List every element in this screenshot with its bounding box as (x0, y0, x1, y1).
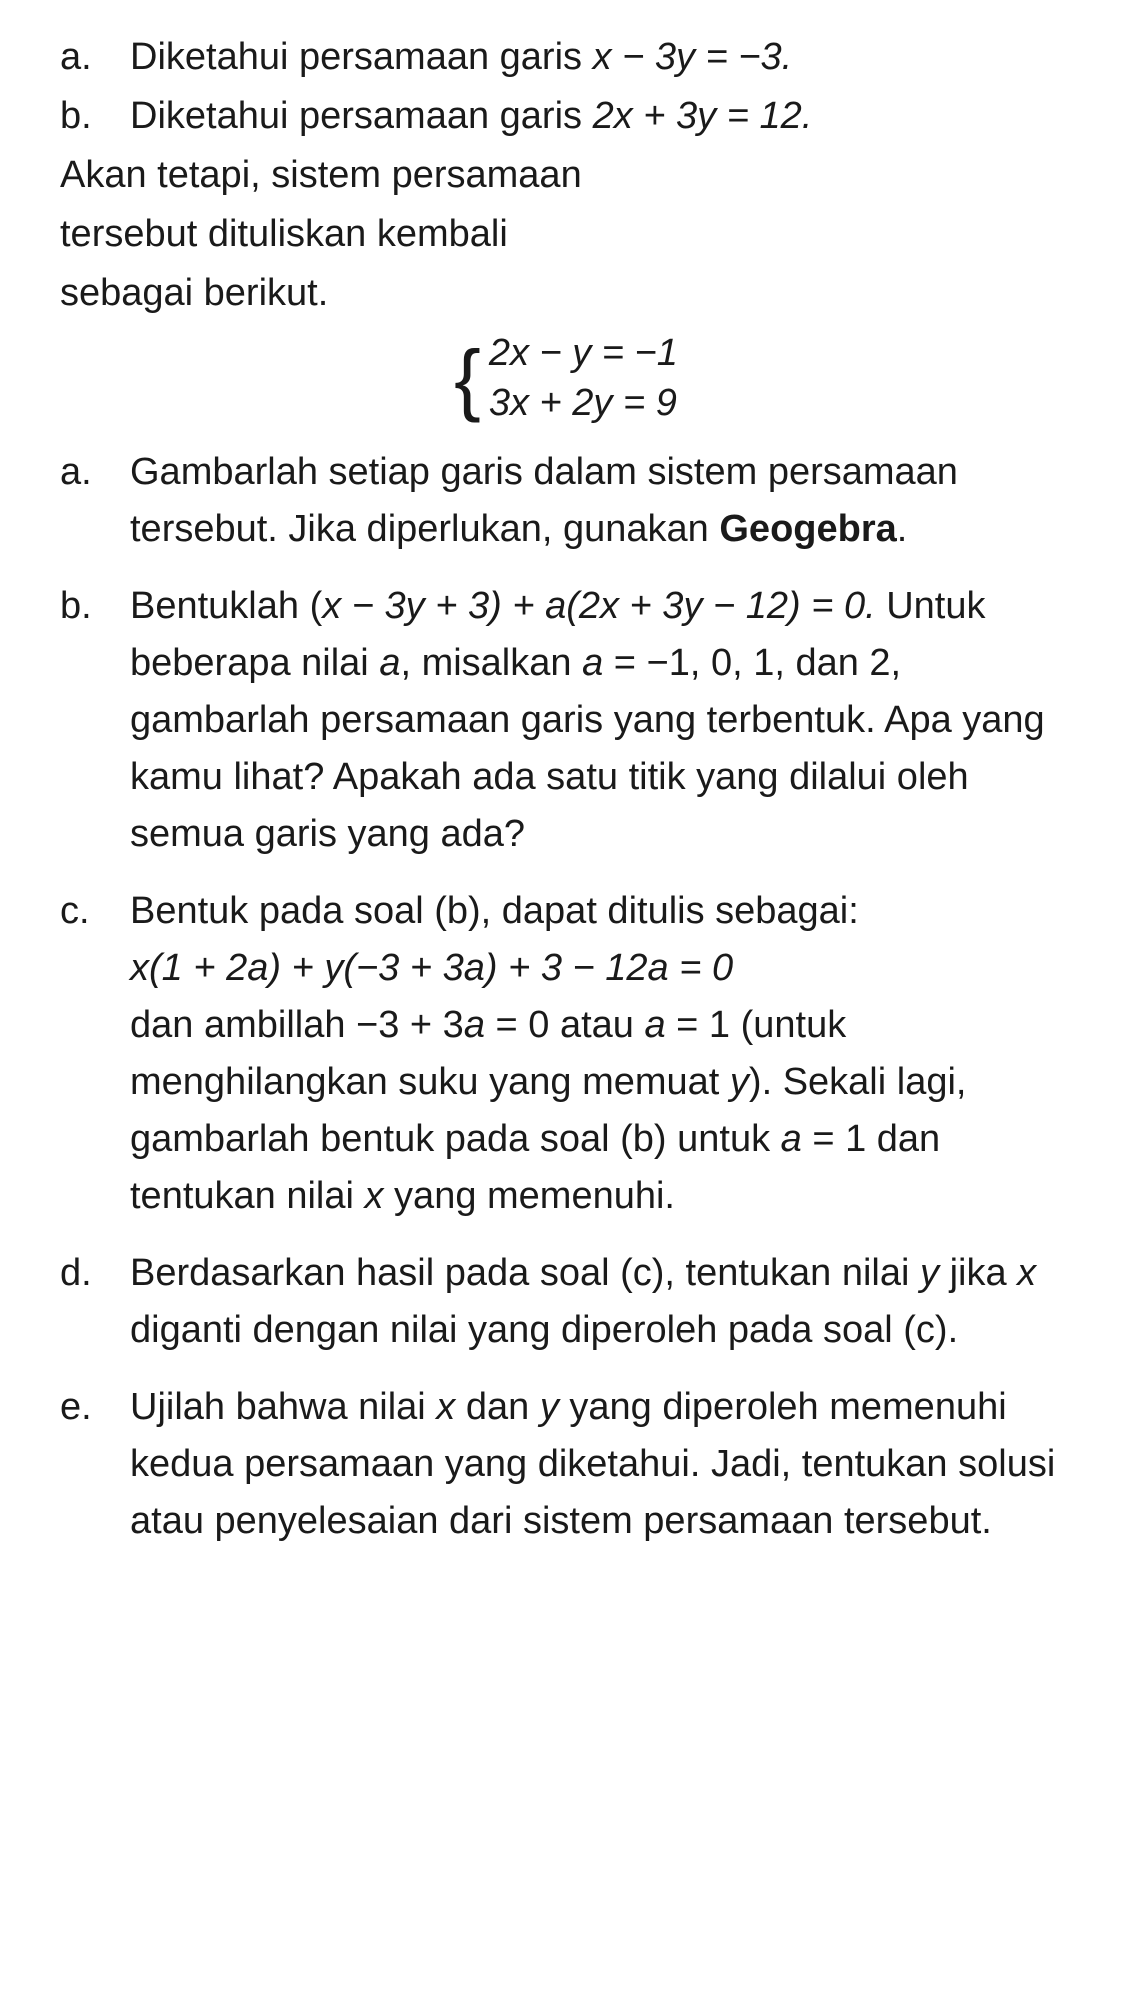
bridge-line-1: Akan tetapi, sistem persamaan (60, 148, 1072, 203)
part-e-label: e. (60, 1379, 130, 1550)
equation-lines: 2x − y = −1 3x + 2y = 9 (489, 329, 678, 428)
part-c-t3: = 0 atau (485, 1004, 645, 1046)
part-d-t3: diganti dengan nilai yang diperoleh pada… (130, 1309, 958, 1351)
part-b-label: b. (60, 578, 130, 863)
intro-b-prefix: Diketahui persamaan garis (130, 95, 593, 137)
part-d: d. Berdasarkan hasil pada soal (c), tent… (60, 1245, 1072, 1359)
part-d-v2: x (1017, 1252, 1036, 1294)
part-a-text: Gambarlah setiap garis dalam sistem pers… (130, 444, 1072, 558)
part-c-v3: y (730, 1061, 749, 1103)
part-c: c. Bentuk pada soal (b), dapat ditulis s… (60, 883, 1072, 1225)
part-d-text: Berdasarkan hasil pada soal (c), tentuka… (130, 1245, 1072, 1359)
part-c-t1: Bentuk pada soal (b), dapat ditulis seba… (130, 890, 859, 932)
part-c-v1: a (464, 1004, 485, 1046)
intro-item-b: b. Diketahui persamaan garis 2x + 3y = 1… (60, 89, 1072, 144)
part-d-label: d. (60, 1245, 130, 1359)
part-c-eq1: x(1 + 2a) + y(−3 + 3a) + 3 − 12a = 0 (130, 947, 733, 989)
intro-a-eq: x − 3y = −3. (593, 36, 793, 78)
part-d-t1: Berdasarkan hasil pada soal (c), tentuka… (130, 1252, 920, 1294)
part-c-v2: a (644, 1004, 665, 1046)
part-c-label: c. (60, 883, 130, 1225)
intro-label-b: b. (60, 89, 130, 144)
system-eq-2: 3x + 2y = 9 (489, 379, 678, 428)
part-e-v2: y (540, 1386, 559, 1428)
brace-icon: { (454, 355, 481, 403)
part-d-v1: y (920, 1252, 939, 1294)
intro-b-eq: 2x + 3y = 12. (593, 95, 813, 137)
intro-text-a: Diketahui persamaan garis x − 3y = −3. (130, 30, 1072, 85)
part-a-t2: . (897, 508, 908, 550)
part-a-label: a. (60, 444, 130, 558)
part-b: b. Bentuklah (x − 3y + 3) + a(2x + 3y − … (60, 578, 1072, 863)
part-b-eq1: x − 3y + 3) + a(2x + 3y − 12) = 0. (322, 585, 875, 627)
part-c-t7: yang memenuhi. (384, 1175, 676, 1217)
intro-item-a: a. Diketahui persamaan garis x − 3y = −3… (60, 30, 1072, 85)
part-b-v2: a (582, 642, 603, 684)
part-c-text: Bentuk pada soal (b), dapat ditulis seba… (130, 883, 1072, 1225)
part-e-text: Ujilah bahwa nilai x dan y yang diperole… (130, 1379, 1072, 1550)
intro-a-prefix: Diketahui persamaan garis (130, 36, 593, 78)
part-b-text: Bentuklah (x − 3y + 3) + a(2x + 3y − 12)… (130, 578, 1072, 863)
part-e-t1: Ujilah bahwa nilai (130, 1386, 436, 1428)
part-c-v5: x (365, 1175, 384, 1217)
part-e: e. Ujilah bahwa nilai x dan y yang diper… (60, 1379, 1072, 1550)
part-b-t1: Bentuklah ( (130, 585, 322, 627)
bridge-line-2: tersebut dituliskan kembali (60, 207, 1072, 262)
part-a-bold: Geogebra (719, 508, 896, 550)
part-c-v4: a (781, 1118, 802, 1160)
system-equations: { 2x − y = −1 3x + 2y = 9 (60, 329, 1072, 428)
intro-label-a: a. (60, 30, 130, 85)
part-e-v1: x (436, 1386, 455, 1428)
system-eq-1: 2x − y = −1 (489, 329, 678, 378)
bridge-line-3: sebagai berikut. (60, 266, 1072, 321)
intro-text-b: Diketahui persamaan garis 2x + 3y = 12. (130, 89, 1072, 144)
part-a: a. Gambarlah setiap garis dalam sistem p… (60, 444, 1072, 558)
part-b-v1: a (379, 642, 400, 684)
part-d-t2: jika (939, 1252, 1017, 1294)
part-b-t3: , misalkan (400, 642, 582, 684)
part-c-t2: dan ambillah −3 + 3 (130, 1004, 464, 1046)
part-e-t2: dan (455, 1386, 540, 1428)
